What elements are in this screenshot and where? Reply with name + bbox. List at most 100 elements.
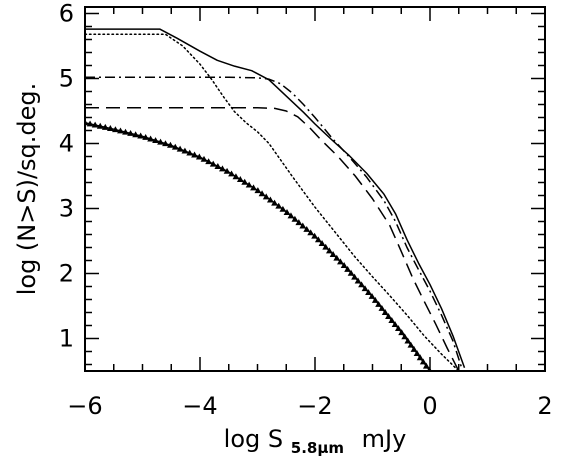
triangle-marker [291,215,299,222]
triangle-marker [219,165,226,172]
triangle-marker [254,187,262,194]
triangle-marker [283,209,291,215]
x-tick-label: −2 [297,392,332,420]
triangle-marker [245,181,253,188]
triangle-marker [318,240,326,246]
triangle-marker [228,170,235,177]
triangle-marker [340,262,348,269]
triangle-marker [162,140,169,147]
triangle-marker [262,193,270,200]
triangle-marker [337,258,344,265]
triangle-marker [358,281,365,288]
triangle-marker [236,176,244,182]
y-tick-label: 4 [59,130,74,158]
triangle-marker [181,147,189,154]
series-line-dashed [85,107,460,371]
triangle-marker [106,125,114,131]
triangle-marker [250,184,257,191]
triangle-marker [101,123,109,130]
y-tick-label: 5 [59,65,74,93]
triangle-marker [275,202,283,209]
plot-frame [84,6,546,372]
triangle-marker [200,155,208,162]
x-axis-label: log S 5.8μm mJy [224,425,407,457]
y-tick-label: 3 [59,195,74,223]
triangle-marker [368,292,376,299]
marker-layer [85,119,432,371]
triangle-marker [329,251,337,257]
triangle-marker [279,205,287,212]
triangle-marker [398,329,406,336]
triangle-marker [152,137,159,144]
triangle-marker [388,317,396,323]
triangle-marker [422,362,430,369]
triangle-marker [361,285,369,292]
triangle-marker [325,247,333,254]
triangle-marker [214,163,222,169]
y-tick-label: 6 [59,0,74,28]
series-line-dotted [85,33,460,371]
y-tick-label: 1 [59,325,74,353]
triangle-marker [186,149,194,156]
triangle-marker [86,120,94,127]
series-line-solid-with-triangles [85,121,431,371]
triangle-marker [287,212,295,219]
x-tick-label: 0 [422,392,437,420]
triangle-marker [299,222,307,229]
triangle-marker [344,265,351,272]
series-line-solid [85,28,466,369]
triangle-marker [333,254,341,261]
triangle-marker [413,350,421,357]
triangle-marker [347,269,355,276]
triangle-marker [112,126,119,133]
triangle-marker [157,138,164,145]
tick-layer [84,7,546,371]
triangle-marker [223,167,231,174]
triangle-marker [351,273,358,280]
triangle-marker [401,333,409,340]
triangle-marker [303,225,311,232]
triangle-marker [176,145,184,152]
x-tick-label: −4 [182,392,217,420]
y-tick-label: 2 [59,260,74,288]
triangle-marker [191,151,198,158]
triangle-marker [195,153,203,160]
triangle-marker [171,143,179,150]
triangle-marker [371,296,379,303]
triangle-marker [232,173,240,180]
triangle-marker [365,289,372,296]
y-tick-labels: 1 2 3 4 5 6 [59,0,74,353]
triangle-marker [381,309,389,315]
triangle-marker [410,345,418,352]
triangle-marker [266,196,274,203]
x-tick-label: 2 [537,392,552,420]
series-line-dash-dot [85,76,463,368]
triangle-marker [322,243,330,250]
triangle-marker [142,133,150,140]
triangle-marker [295,219,303,226]
triangle-marker [407,341,415,348]
triangle-marker [132,131,140,138]
triangle-marker [205,158,213,165]
x-tick-label: −6 [67,392,102,420]
triangle-marker [91,121,99,128]
triangle-marker [96,122,104,129]
triangle-marker [122,128,129,135]
triangle-marker [354,277,362,284]
x-tick-labels: −6 −4 −2 0 2 [67,392,552,420]
triangle-marker [258,190,266,197]
triangle-marker [385,313,392,319]
triangle-marker [311,232,319,239]
triangle-marker [241,178,249,185]
x-axis-label-main: log S [224,425,283,453]
triangle-marker [167,141,174,148]
triangle-marker [404,337,412,344]
triangle-marker [375,300,383,307]
triangle-marker [419,358,427,365]
triangle-marker [117,127,124,134]
triangle-marker [378,304,386,311]
triangle-marker [147,135,154,142]
triangle-marker [391,321,399,328]
x-axis-label-subscript: 5.8μm [291,439,344,457]
